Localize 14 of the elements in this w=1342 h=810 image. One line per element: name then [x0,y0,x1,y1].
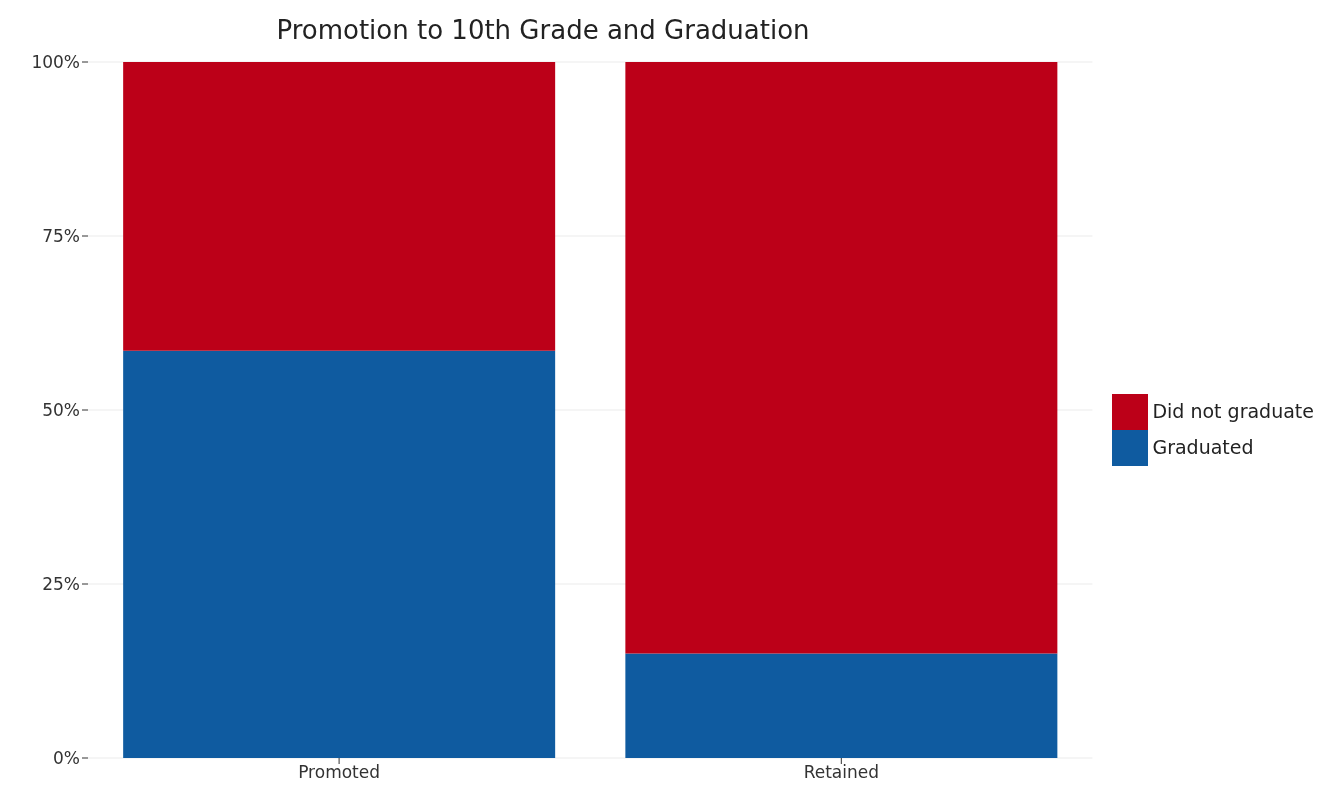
y-tick-label: 25% [42,574,80,595]
bar [625,653,1058,758]
x-tick-label: Promoted [298,762,381,783]
x-tick-label: Retained [803,762,879,783]
legend-label: Graduated [1152,435,1254,458]
legend-label: Did not graduate [1152,399,1314,422]
bar [625,62,1058,654]
bar [123,62,556,351]
y-tick-label: 100% [31,52,80,73]
bar [123,350,556,758]
y-tick-label: 50% [42,400,80,421]
y-tick-label: 0% [53,748,80,769]
y-tick-label: 75% [42,226,80,247]
chart-title: Promotion to 10th Grade and Graduation [275,14,811,47]
